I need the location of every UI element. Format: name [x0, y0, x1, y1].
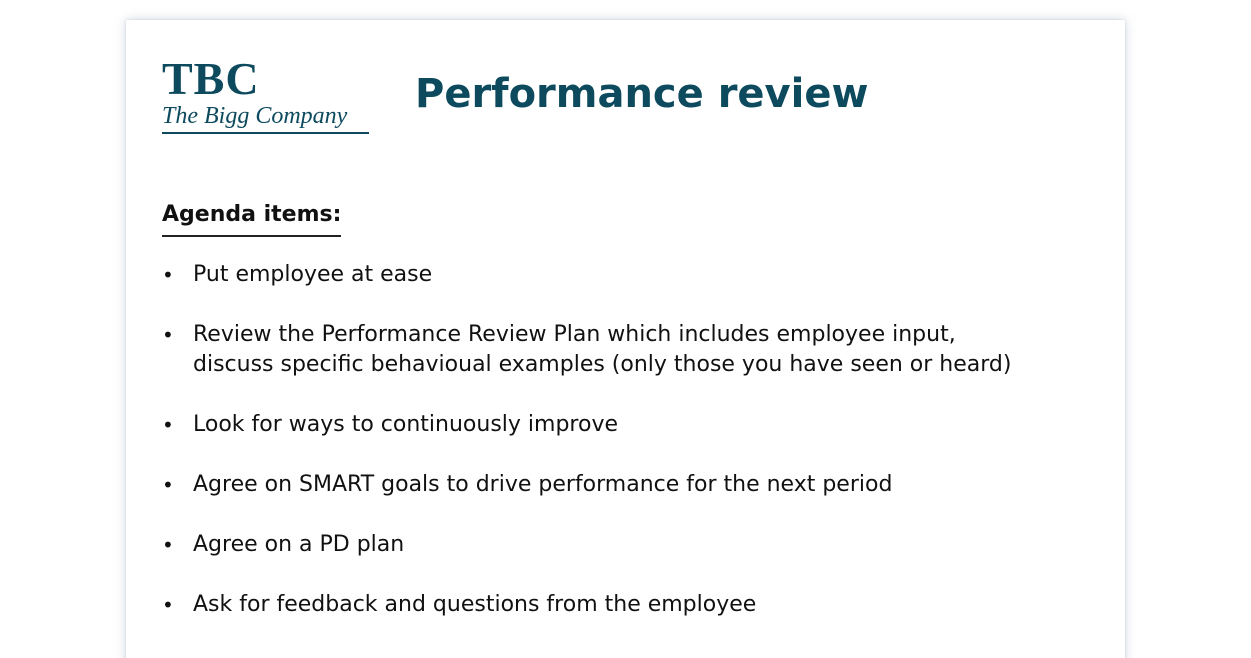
agenda-item-text-continued: discuss specific behavioual examples (on…: [193, 352, 1012, 377]
agenda-item: • Ask for feedback and questions from th…: [162, 590, 1092, 620]
agenda-item-text: Agree on a PD plan: [193, 532, 405, 557]
bullet-icon: •: [162, 593, 174, 617]
agenda-item: • Agree on a PD plan: [162, 530, 1092, 560]
company-logo: TBC The Bigg Company: [162, 56, 369, 134]
agenda-item: • Agree on SMART goals to drive performa…: [162, 470, 1092, 500]
page-title: Performance review: [415, 71, 869, 117]
bullet-icon: •: [162, 413, 174, 437]
bullet-icon: •: [162, 473, 174, 497]
agenda-item: • Look for ways to continuously improve: [162, 410, 1092, 440]
agenda-item: • Review the Performance Review Plan whi…: [162, 320, 1092, 380]
agenda-item-text: Agree on SMART goals to drive performanc…: [193, 472, 893, 497]
agenda-heading: Agenda items:: [162, 200, 342, 237]
agenda-list: • Put employee at ease • Review the Perf…: [162, 260, 1092, 650]
bullet-icon: •: [162, 533, 174, 557]
bullet-icon: •: [162, 323, 174, 347]
agenda-item-text: Put employee at ease: [193, 262, 433, 287]
agenda-item: • Put employee at ease: [162, 260, 1092, 290]
logo-mark: TBC: [162, 53, 260, 104]
agenda-item-text: Look for ways to continuously improve: [193, 412, 618, 437]
bullet-icon: •: [162, 263, 174, 287]
document-page: TBC The Bigg Company Performance review …: [126, 20, 1125, 658]
agenda-item-text: Review the Performance Review Plan which…: [193, 322, 956, 347]
logo-tagline: The Bigg Company: [162, 103, 348, 129]
agenda-item-text: Ask for feedback and questions from the …: [193, 592, 757, 617]
